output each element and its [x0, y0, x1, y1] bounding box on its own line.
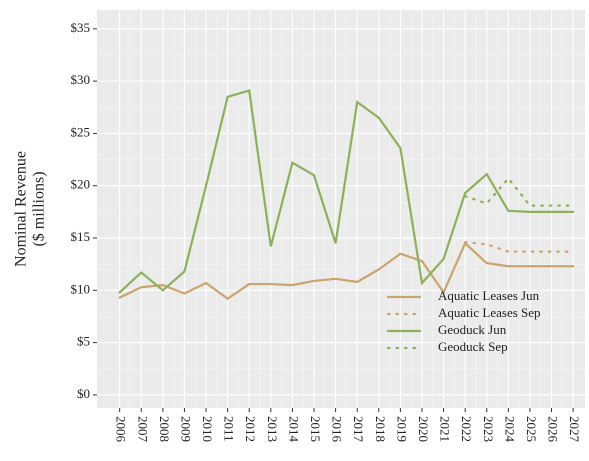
- x-tick-label: 2021: [438, 416, 453, 442]
- x-tick-label: 2025: [524, 416, 539, 442]
- y-tick-label: $15: [71, 229, 91, 244]
- x-tick-label: 2024: [502, 416, 517, 442]
- x-tick-label: 2010: [200, 416, 215, 442]
- legend-label: Aquatic Leases Jun: [438, 288, 540, 303]
- legend-label: Geoduck Sep: [438, 339, 508, 354]
- y-tick-label: $30: [71, 72, 91, 87]
- x-tick-label: 2022: [459, 416, 474, 442]
- series-line: [118, 89, 575, 294]
- legend-label: Aquatic Leases Sep: [438, 305, 541, 320]
- y-tick-label: $5: [77, 334, 90, 349]
- y-tick-label: $20: [71, 177, 91, 192]
- y-tick-label: $25: [71, 124, 91, 139]
- x-tick-label: 2017: [351, 416, 366, 443]
- x-tick-label: 2009: [178, 416, 193, 442]
- y-axis-title-line: Nominal Revenue: [13, 151, 30, 267]
- y-tick-label: $10: [71, 281, 91, 296]
- series-line: [464, 241, 575, 253]
- y-axis-title: Nominal Revenue ($ millions): [13, 151, 48, 267]
- x-tick-label: 2023: [481, 416, 496, 442]
- x-tick-label: 2027: [567, 416, 582, 443]
- x-tick-label: 2018: [373, 416, 388, 442]
- y-axis-title-line: ($ millions): [31, 171, 48, 246]
- x-tick-label: 2008: [157, 416, 172, 442]
- x-tick-label: 2011: [222, 416, 237, 442]
- x-tick-label: 2006: [114, 416, 129, 443]
- series-line: [118, 241, 575, 301]
- series-line: [464, 176, 575, 207]
- x-tick-label: 2016: [330, 416, 345, 443]
- legend-label: Geoduck Jun: [438, 322, 507, 337]
- y-tick-label: $0: [77, 386, 90, 401]
- x-tick-label: 2013: [265, 416, 280, 442]
- x-tick-label: 2020: [416, 416, 431, 442]
- x-tick-label: 2014: [286, 416, 301, 443]
- y-tick-label: $35: [71, 20, 91, 35]
- x-tick-label: 2015: [308, 416, 323, 442]
- x-tick-label: 2019: [394, 416, 409, 442]
- x-tick-label: 2012: [243, 416, 258, 442]
- x-tick-label: 2007: [135, 416, 150, 443]
- x-tick-label: 2026: [546, 416, 561, 443]
